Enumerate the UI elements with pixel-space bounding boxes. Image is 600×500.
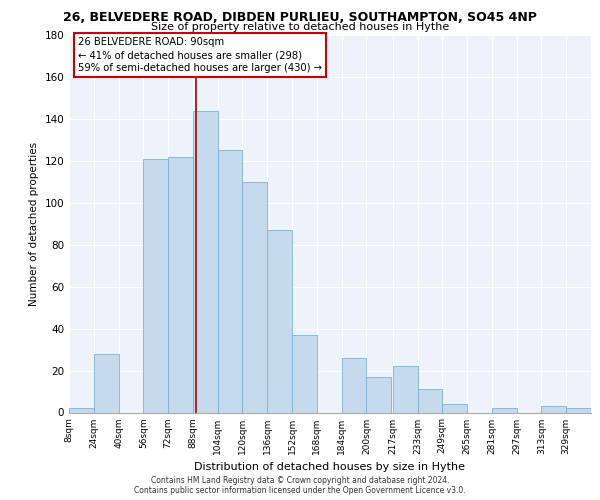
Bar	[341, 358, 367, 412]
Bar	[218, 150, 242, 412]
Bar	[69, 408, 94, 412]
Bar	[143, 158, 168, 412]
Bar	[267, 230, 292, 412]
Bar	[94, 354, 119, 412]
Bar	[418, 390, 442, 412]
Bar	[492, 408, 517, 412]
Bar	[168, 156, 193, 412]
X-axis label: Distribution of detached houses by size in Hythe: Distribution of detached houses by size …	[194, 462, 466, 472]
Text: 26 BELVEDERE ROAD: 90sqm
← 41% of detached houses are smaller (298)
59% of semi-: 26 BELVEDERE ROAD: 90sqm ← 41% of detach…	[78, 37, 322, 74]
Bar	[566, 408, 591, 412]
Text: Contains HM Land Registry data © Crown copyright and database right 2024.: Contains HM Land Registry data © Crown c…	[151, 476, 449, 485]
Text: 26, BELVEDERE ROAD, DIBDEN PURLIEU, SOUTHAMPTON, SO45 4NP: 26, BELVEDERE ROAD, DIBDEN PURLIEU, SOUT…	[63, 11, 537, 24]
Bar	[367, 377, 391, 412]
Text: Size of property relative to detached houses in Hythe: Size of property relative to detached ho…	[151, 22, 449, 32]
Bar	[193, 110, 218, 412]
Bar	[442, 404, 467, 412]
Bar	[242, 182, 267, 412]
Bar	[292, 335, 317, 412]
Bar	[393, 366, 418, 412]
Bar	[541, 406, 566, 412]
Y-axis label: Number of detached properties: Number of detached properties	[29, 142, 39, 306]
Text: Contains public sector information licensed under the Open Government Licence v3: Contains public sector information licen…	[134, 486, 466, 495]
